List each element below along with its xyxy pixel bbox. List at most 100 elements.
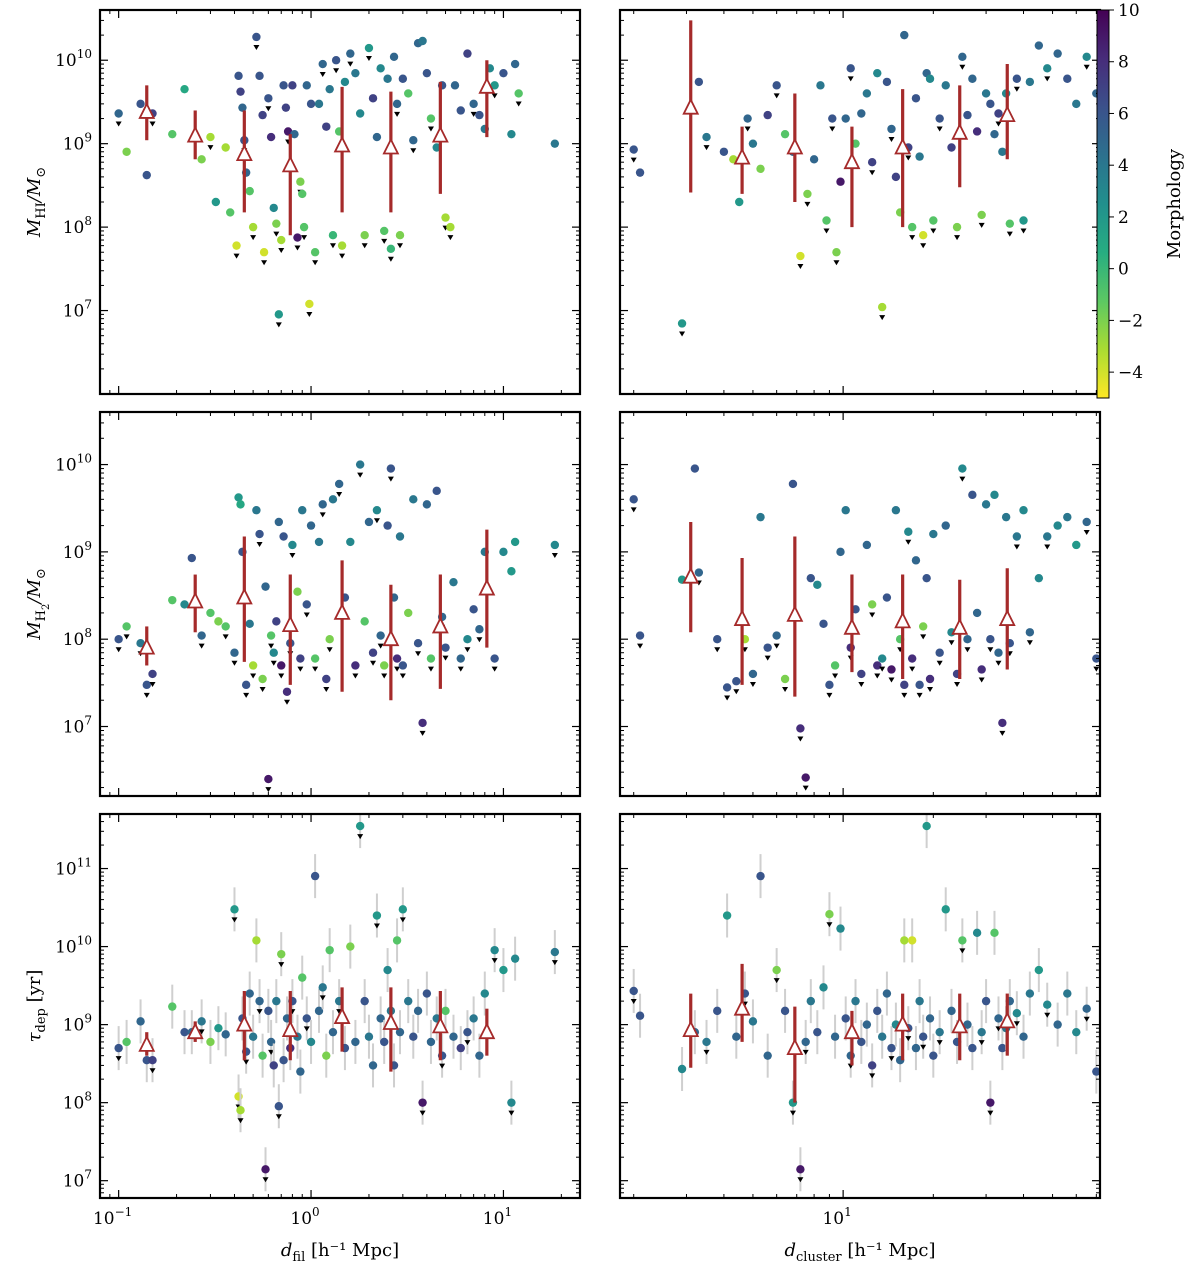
median-triangle [894, 137, 912, 155]
upper-limit-marker [336, 491, 343, 497]
upper-limit-marker [399, 917, 406, 923]
data-point [238, 103, 247, 112]
data-point [298, 189, 307, 199]
upper-limit-marker [1013, 86, 1020, 92]
tick-base: 10 [63, 1094, 85, 1114]
data-point [264, 774, 273, 784]
data-point [1019, 506, 1028, 515]
data-point [877, 1032, 887, 1041]
upper-limit-marker [339, 253, 346, 259]
data-point [422, 68, 432, 78]
upper-limit-marker [237, 1118, 244, 1124]
y-tick-label: 1011 [55, 856, 92, 880]
median-triangle [998, 105, 1016, 123]
data-point [825, 909, 834, 919]
data-point [510, 954, 520, 963]
upper-limit-marker [1013, 1021, 1020, 1027]
upper-limit-marker [491, 958, 498, 964]
data-point [990, 928, 999, 938]
data-point [351, 1037, 360, 1047]
data-point [392, 936, 402, 945]
data-point [900, 936, 909, 945]
data-point [550, 540, 560, 550]
data-point [677, 319, 687, 328]
data-point [780, 129, 790, 139]
upper-limit-marker [905, 1036, 912, 1042]
data-point [1082, 1004, 1091, 1013]
data-point [392, 654, 402, 663]
data-point [441, 213, 450, 222]
data-point [994, 109, 1003, 118]
upper-limit-marker [250, 673, 257, 679]
data-point [331, 56, 341, 65]
data-point [398, 74, 408, 83]
median-triangle [431, 125, 449, 143]
data-point [148, 669, 157, 679]
upper-limit-marker [357, 834, 364, 840]
data-point [977, 210, 986, 220]
data-point [255, 71, 264, 81]
data-point [877, 302, 887, 312]
upper-limit-marker [250, 235, 257, 241]
y-tick-label: 109 [63, 1012, 92, 1036]
upper-limit-marker [551, 552, 558, 558]
data-point [873, 68, 882, 78]
data-point [310, 871, 320, 881]
data-point [413, 1006, 423, 1016]
upper-limit-marker [447, 235, 454, 241]
data-point [968, 74, 977, 83]
upper-limit-marker [491, 93, 498, 99]
data-point [981, 89, 991, 98]
data-point [122, 147, 131, 156]
data-point [274, 310, 284, 319]
data-point [269, 648, 278, 657]
data-point [677, 1064, 687, 1074]
upper-limit-marker [476, 637, 483, 643]
data-point [941, 81, 950, 90]
upper-limit-marker [278, 962, 285, 968]
data-point [389, 52, 399, 61]
upper-limit-marker [361, 243, 368, 249]
data-point [456, 654, 465, 663]
median-triangle [951, 1016, 969, 1034]
data-point [296, 177, 305, 186]
data-point [911, 1043, 921, 1053]
upper-limit-marker [357, 472, 364, 478]
data-point [469, 1014, 478, 1023]
data-point [136, 99, 145, 109]
data-point [918, 231, 928, 240]
data-point [279, 1055, 288, 1065]
tick-base: 10 [63, 218, 85, 238]
data-point [463, 634, 472, 644]
data-point [418, 718, 427, 728]
y-axis-label: τdep [yr] [24, 970, 49, 1043]
label-sub: cluster [796, 1250, 842, 1265]
data-point [1025, 77, 1035, 87]
data-point [404, 996, 413, 1006]
data-point [1005, 219, 1015, 228]
data-point [346, 49, 355, 58]
data-point [245, 619, 254, 629]
tick-exponent: 8 [84, 214, 92, 228]
data-point [748, 669, 758, 679]
median-triangle [431, 616, 449, 634]
upper-limit-marker [442, 655, 449, 661]
upper-limit-marker [833, 260, 840, 266]
median-triangle [382, 1012, 400, 1030]
data-point [221, 143, 230, 152]
data-point [310, 248, 320, 257]
upper-limit-marker [874, 673, 881, 679]
data-point [360, 231, 369, 240]
label-sub-sub: 2 [41, 604, 52, 610]
data-point [364, 43, 374, 53]
data-point [114, 634, 123, 644]
data-point [187, 553, 196, 563]
data-point [1063, 74, 1072, 83]
data-point [318, 500, 327, 509]
data-point [891, 172, 901, 182]
data-point [862, 540, 872, 550]
label-tail: [yr] [24, 970, 45, 1009]
upper-limit-marker [879, 315, 886, 321]
data-point [314, 99, 324, 109]
